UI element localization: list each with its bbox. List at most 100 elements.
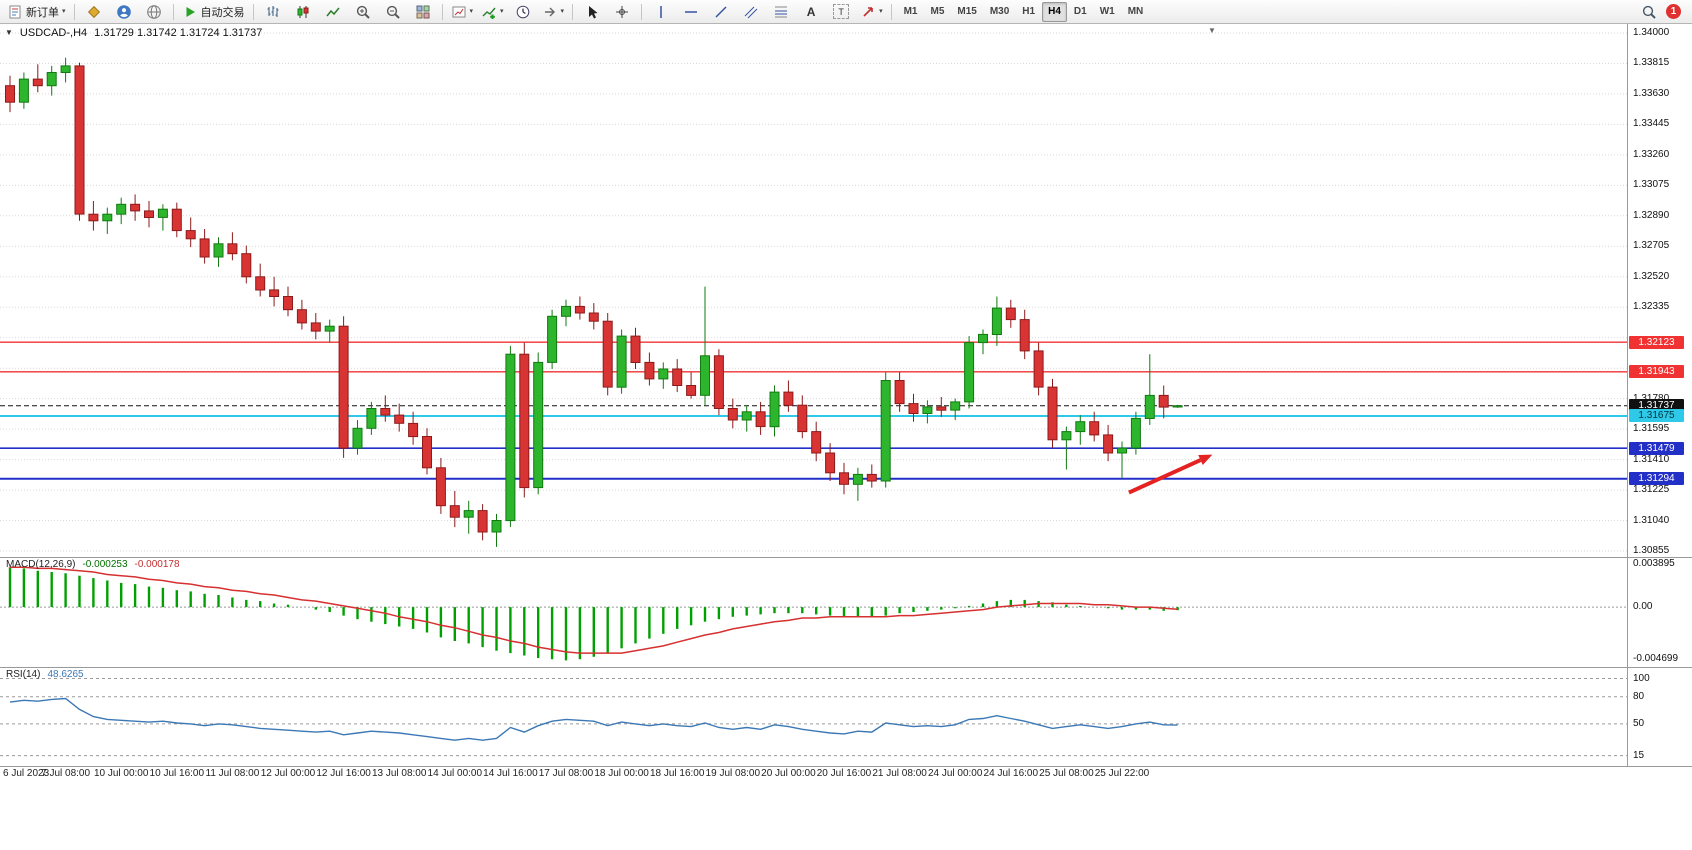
chart-collapse-icon[interactable]: ▼ (5, 28, 13, 37)
price-level-badge: 1.32123 (1629, 335, 1684, 349)
fibonacci-icon (775, 6, 788, 17)
chevron-down-icon: ▾ (500, 8, 504, 15)
macd-axis-label: 0.00 (1633, 601, 1653, 613)
bar-chart-icon (267, 5, 279, 17)
cursor-icon (589, 5, 598, 18)
rsi-axis-label: 100 (1633, 672, 1650, 684)
toolbar-separator (73, 3, 75, 20)
time-tick-label: 25 Jul 08:00 (1039, 768, 1094, 779)
channel-button[interactable] (736, 1, 766, 23)
price-level-badge: 1.31294 (1629, 472, 1684, 486)
period-clock-button[interactable] (508, 1, 538, 23)
autotrading-button[interactable]: 自动交易 (178, 1, 249, 23)
timeframe-button-d1[interactable]: D1 (1073, 6, 1087, 17)
toolbar-separator (890, 3, 892, 20)
arrow-right-icon (544, 7, 555, 16)
toolbar-separator (441, 3, 443, 20)
candlestick-chart-icon (297, 5, 309, 18)
profile-button[interactable] (109, 1, 139, 23)
time-tick-label: 14 Jul 00:00 (427, 768, 483, 779)
timeframe-button-h4[interactable]: H4 (1042, 1, 1067, 22)
price-tick-label: 1.30855 (1633, 545, 1670, 556)
zoom-in-icon (356, 5, 370, 19)
price-level-badge: 1.31479 (1629, 441, 1684, 455)
price-tick-label: 1.31040 (1633, 514, 1670, 526)
rsi-value: 48.6265 (47, 669, 84, 680)
community-button[interactable] (139, 1, 169, 23)
notification-badge[interactable]: 1 (1666, 4, 1681, 19)
label-tool-icon: T (833, 4, 850, 19)
timeframe-group: M1 M5 M15 M30 H1 H4 D1 W1 MN (898, 1, 1150, 22)
timeframe-button-w1[interactable]: W1 (1099, 6, 1115, 17)
price-tick-label: 1.31225 (1633, 484, 1670, 496)
price-tick-label: 1.31780 (1633, 392, 1670, 404)
macd-main-value: -0.000253 (82, 559, 128, 570)
tile-windows-button[interactable] (408, 1, 438, 23)
rsi-axis-label: 80 (1633, 690, 1645, 702)
chart-header: ▼ USDCAD-,H4 1.31729 1.31742 1.31724 1.3… (5, 27, 262, 39)
timeframe-button-m15[interactable]: M15 (957, 6, 977, 17)
autotrading-label: 自动交易 (200, 6, 245, 19)
timeframe-button-m5[interactable]: M5 (930, 6, 945, 17)
time-tick-label: 14 Jul 16:00 (483, 768, 538, 779)
vertical-line-button[interactable] (646, 1, 676, 23)
clock-icon (516, 5, 529, 18)
chart-shift-marker[interactable]: ▼ (1208, 26, 1216, 35)
label-tool-button[interactable]: T (826, 1, 856, 23)
arrow-ne-icon (863, 6, 873, 17)
price-tick-label: 1.32705 (1633, 240, 1670, 252)
horizontal-line-button[interactable] (676, 1, 706, 23)
bar-chart-button[interactable] (258, 1, 288, 23)
text-tool-button[interactable]: A (796, 1, 826, 23)
trendline-button[interactable] (706, 1, 736, 23)
chart-shift-button[interactable]: ▾ (538, 1, 569, 23)
time-tick-label: 24 Jul 16:00 (983, 768, 1039, 779)
diamond-icon (87, 5, 100, 18)
macd-signal-value: -0.000178 (134, 559, 180, 570)
indicators-button[interactable]: ▾ (477, 1, 508, 23)
search-button[interactable] (1634, 1, 1664, 23)
time-tick-label: 11 Jul 08:00 (205, 768, 260, 779)
new-order-button[interactable]: 新订单 ▾ (3, 1, 70, 23)
line-chart-button[interactable] (318, 1, 348, 23)
candlestick-chart-button[interactable] (288, 1, 318, 23)
time-tick-label: 12 Jul 00:00 (260, 768, 316, 779)
new-order-icon (9, 5, 21, 18)
time-tick-label: 20 Jul 16:00 (816, 768, 872, 779)
timeframe-button-m30[interactable]: M30 (989, 6, 1010, 17)
time-tick-label: 21 Jul 08:00 (872, 768, 927, 779)
timeframe-button-m1[interactable]: M1 (903, 6, 918, 17)
price-tick-label: 1.33445 (1633, 118, 1670, 130)
zoom-in-button[interactable] (348, 1, 378, 23)
time-tick-label: 12 Jul 16:00 (316, 768, 371, 779)
channel-icon (744, 6, 758, 18)
macd-axis-label: -0.004699 (1633, 653, 1679, 664)
arrows-tool-button[interactable]: ▾ (856, 1, 887, 23)
chevron-down-icon: ▾ (879, 8, 883, 15)
zoom-out-icon (386, 5, 400, 19)
zoom-out-button[interactable] (378, 1, 408, 23)
market-watch-button[interactable] (79, 1, 109, 23)
new-chart-button[interactable]: ▾ (447, 1, 478, 23)
text-tool-icon: A (806, 4, 816, 19)
time-tick-label: 6 Jul 2023 (3, 768, 50, 779)
rsi-name: RSI(14) (6, 669, 41, 680)
cursor-button[interactable] (577, 1, 607, 23)
fibonacci-button[interactable] (766, 1, 796, 23)
play-icon (186, 6, 195, 17)
time-tick-label: 18 Jul 16:00 (649, 768, 705, 779)
macd-name: MACD(12,26,9) (6, 559, 76, 570)
tile-windows-icon (416, 5, 430, 18)
chart-symbol-title: USDCAD-,H4 (19, 27, 88, 39)
toolbar-separator (572, 3, 574, 20)
timeframe-button-mn[interactable]: MN (1127, 6, 1144, 17)
toolbar-separator (641, 3, 643, 20)
timeframe-button-h1[interactable]: H1 (1022, 6, 1036, 17)
horizontal-line-icon (685, 10, 698, 13)
time-tick-label: 10 Jul 16:00 (149, 768, 205, 779)
macd-indicator-label: MACD(12,26,9) -0.000253 -0.000178 (6, 559, 180, 570)
crosshair-button[interactable] (607, 1, 637, 23)
